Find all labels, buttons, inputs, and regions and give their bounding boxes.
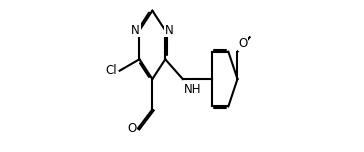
Text: NH: NH bbox=[183, 83, 201, 96]
Text: O: O bbox=[127, 122, 136, 135]
Text: O: O bbox=[238, 37, 248, 50]
Text: Cl: Cl bbox=[106, 64, 118, 77]
Text: N: N bbox=[131, 24, 140, 37]
Text: N: N bbox=[165, 24, 174, 37]
